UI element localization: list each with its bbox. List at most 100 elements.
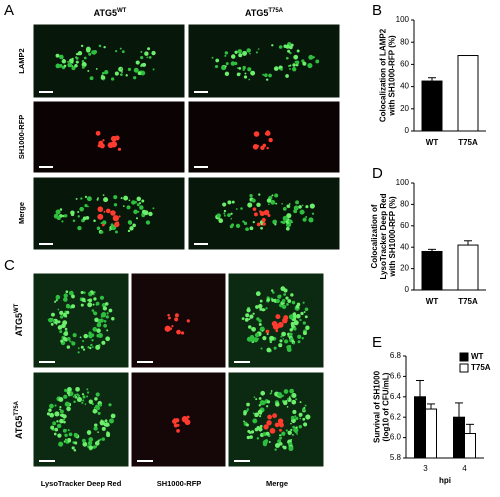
y-tick-label: 6.2	[390, 412, 402, 421]
green-puncta	[281, 331, 286, 337]
green-puncta	[281, 298, 286, 303]
bar	[464, 433, 476, 459]
green-puncta	[55, 299, 58, 302]
green-puncta	[225, 62, 229, 66]
green-puncta	[283, 390, 287, 394]
red-puncta	[263, 424, 269, 430]
x-tick-label: WT	[426, 138, 439, 147]
green-puncta	[52, 421, 57, 426]
green-puncta	[71, 446, 75, 450]
x-tick-label: T75A	[458, 138, 478, 147]
green-puncta	[103, 197, 109, 203]
green-puncta	[75, 56, 79, 60]
red-puncta	[279, 422, 284, 428]
red-puncta	[117, 147, 122, 151]
red-puncta	[180, 331, 185, 335]
green-puncta	[67, 439, 71, 443]
green-puncta	[291, 66, 297, 72]
green-puncta	[290, 321, 295, 326]
green-puncta	[275, 298, 280, 304]
green-puncta	[94, 397, 98, 401]
green-puncta	[248, 78, 251, 81]
green-puncta	[65, 304, 71, 309]
green-puncta	[290, 415, 295, 420]
green-puncta	[303, 422, 308, 427]
green-puncta	[77, 215, 80, 218]
green-puncta	[289, 64, 292, 67]
green-puncta	[77, 225, 82, 231]
green-puncta	[97, 320, 101, 325]
green-puncta	[288, 67, 291, 70]
green-puncta	[102, 306, 108, 311]
green-puncta	[315, 59, 320, 64]
green-puncta	[54, 411, 60, 417]
green-puncta	[66, 345, 71, 349]
green-puncta	[259, 427, 262, 430]
green-puncta	[266, 332, 269, 336]
green-puncta	[285, 399, 288, 403]
green-puncta	[266, 198, 272, 203]
y-axis-label: Colocalization of LAMP2	[379, 28, 388, 122]
green-puncta	[230, 217, 233, 220]
red-puncta	[253, 131, 260, 137]
green-puncta	[77, 394, 80, 398]
green-puncta	[218, 218, 224, 224]
green-puncta	[127, 229, 131, 233]
green-puncta	[126, 205, 131, 210]
green-puncta	[269, 195, 272, 198]
green-puncta	[87, 346, 90, 349]
green-puncta	[80, 197, 83, 200]
green-puncta	[230, 54, 236, 59]
green-puncta	[64, 401, 70, 407]
green-puncta	[67, 62, 73, 68]
green-puncta	[115, 230, 118, 234]
y-tick-label: 6.6	[390, 372, 402, 381]
green-puncta	[275, 402, 280, 407]
green-puncta	[227, 200, 232, 205]
green-puncta	[261, 400, 266, 405]
green-puncta	[257, 48, 260, 50]
green-puncta	[292, 425, 296, 429]
column-label: SH1000-RFP	[157, 479, 202, 488]
green-puncta	[291, 221, 294, 224]
green-puncta	[227, 213, 231, 217]
green-puncta	[260, 347, 263, 350]
green-puncta	[88, 445, 94, 450]
green-puncta	[259, 307, 263, 311]
green-puncta	[86, 388, 89, 391]
green-puncta	[290, 394, 293, 397]
green-puncta	[106, 312, 109, 315]
green-puncta	[144, 51, 149, 56]
green-puncta	[244, 317, 249, 322]
y-tick-label: 6.4	[390, 392, 402, 401]
panel-letter: A	[4, 2, 14, 19]
green-puncta	[92, 303, 95, 306]
green-puncta	[80, 345, 84, 349]
micrograph	[33, 24, 185, 98]
green-puncta	[290, 293, 294, 297]
green-puncta	[262, 336, 267, 341]
green-puncta	[285, 429, 288, 432]
legend-swatch	[459, 352, 469, 362]
green-puncta	[255, 51, 258, 54]
green-puncta	[242, 50, 248, 56]
green-puncta	[75, 197, 78, 200]
green-puncta	[80, 303, 84, 307]
green-puncta	[221, 65, 226, 71]
frame	[187, 100, 341, 174]
green-puncta	[252, 221, 255, 224]
green-puncta	[275, 202, 278, 205]
row-label: Merge	[17, 202, 26, 224]
green-puncta	[75, 60, 79, 64]
green-puncta	[288, 445, 294, 452]
green-puncta	[98, 44, 102, 48]
bar	[457, 55, 479, 132]
green-puncta	[79, 336, 82, 339]
green-puncta	[298, 205, 302, 209]
error-bar	[464, 240, 472, 246]
green-puncta	[61, 59, 67, 64]
green-puncta	[66, 337, 71, 341]
red-puncta	[176, 329, 181, 335]
y-tick-label: 6.8	[390, 351, 402, 360]
frame	[32, 100, 186, 174]
